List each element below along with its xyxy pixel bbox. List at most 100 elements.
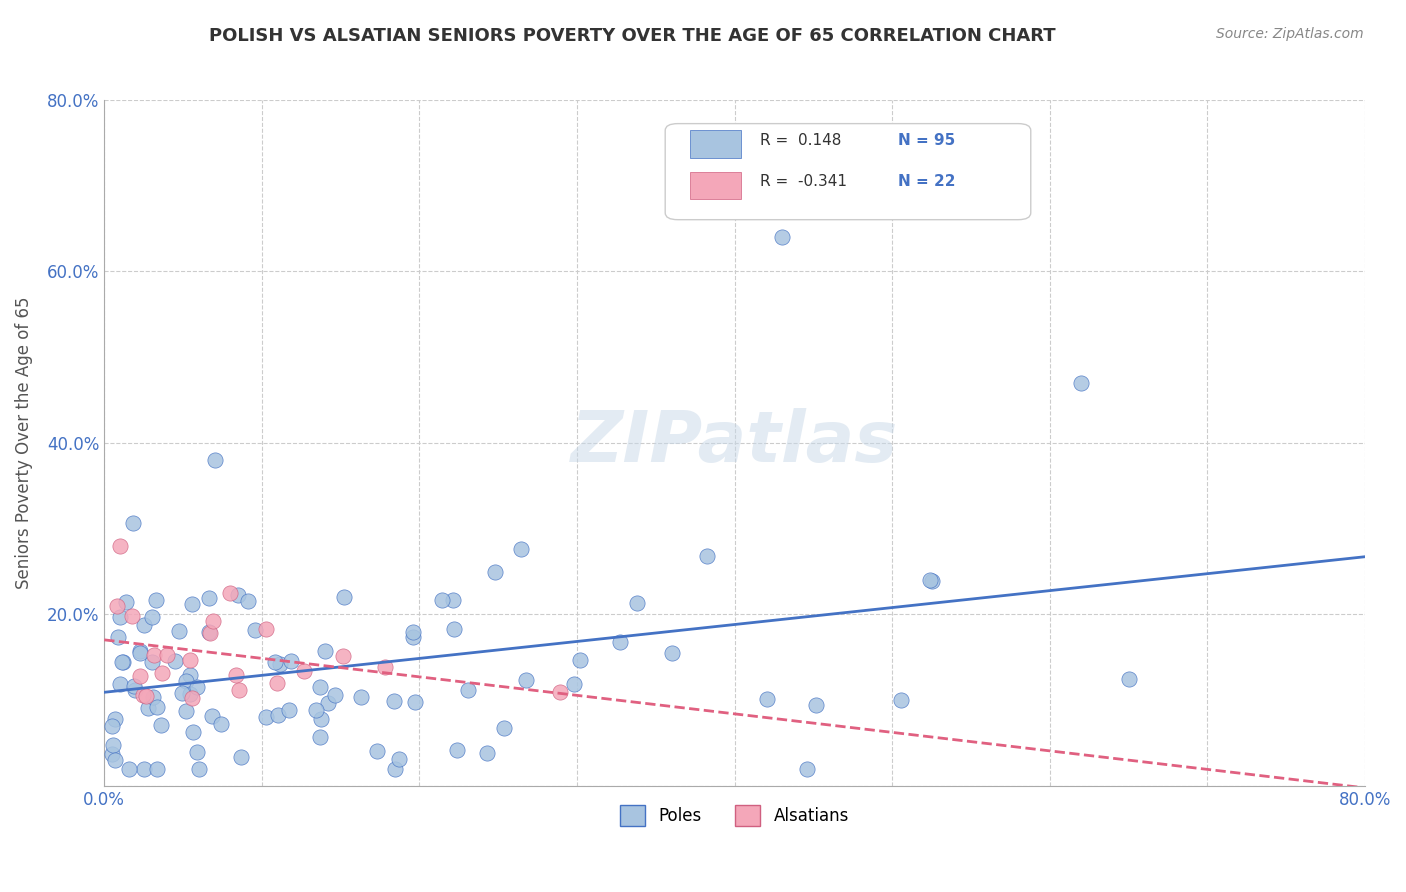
Point <box>141 655 163 669</box>
Point <box>1118 672 1140 686</box>
Point <box>254 709 277 723</box>
Point <box>441 593 464 607</box>
Point <box>548 685 571 699</box>
Point <box>492 721 515 735</box>
Text: Source: ZipAtlas.com: Source: ZipAtlas.com <box>1216 27 1364 41</box>
Point <box>457 683 479 698</box>
Point <box>181 690 204 705</box>
Point <box>201 614 224 628</box>
Point <box>796 762 818 776</box>
Point <box>198 591 221 605</box>
Point <box>314 644 336 658</box>
Point <box>124 683 146 698</box>
Point <box>146 762 169 776</box>
Point <box>921 574 943 589</box>
Point <box>186 745 208 759</box>
Point <box>181 597 204 611</box>
Text: POLISH VS ALSATIAN SENIORS POVERTY OVER THE AGE OF 65 CORRELATION CHART: POLISH VS ALSATIAN SENIORS POVERTY OVER … <box>209 27 1056 45</box>
Point <box>179 653 201 667</box>
Point <box>132 688 155 702</box>
Point <box>149 717 172 731</box>
Point <box>316 696 339 710</box>
Point <box>323 688 346 702</box>
Point <box>254 622 277 636</box>
Bar <box>690 171 741 199</box>
Point <box>108 677 131 691</box>
Text: N = 22: N = 22 <box>898 175 956 189</box>
Point <box>245 623 267 637</box>
Point <box>484 565 506 579</box>
Point <box>174 704 197 718</box>
Point <box>804 698 827 712</box>
Point <box>204 452 226 467</box>
Point <box>181 725 204 739</box>
Point <box>280 655 302 669</box>
Y-axis label: Seniors Poverty Over the Age of 65: Seniors Poverty Over the Age of 65 <box>15 296 32 589</box>
Point <box>128 644 150 658</box>
Point <box>696 549 718 563</box>
Point <box>145 593 167 607</box>
Point <box>267 707 290 722</box>
Point <box>186 680 208 694</box>
Point <box>101 747 124 761</box>
Point <box>446 743 468 757</box>
Point <box>201 709 224 723</box>
Point <box>124 679 146 693</box>
Point <box>122 516 145 531</box>
Point <box>238 594 260 608</box>
Point <box>918 573 941 587</box>
FancyBboxPatch shape <box>665 124 1031 219</box>
Point <box>108 610 131 624</box>
Point <box>225 668 247 682</box>
Point <box>333 590 356 604</box>
Point <box>402 625 425 640</box>
Point <box>278 703 301 717</box>
Point <box>269 657 291 671</box>
Point <box>108 539 131 553</box>
Point <box>128 669 150 683</box>
Point <box>172 686 194 700</box>
Point <box>350 690 373 704</box>
Point <box>308 731 330 745</box>
Point <box>231 750 253 764</box>
Point <box>121 608 143 623</box>
Point <box>515 673 537 687</box>
Point <box>264 656 287 670</box>
Point <box>167 624 190 638</box>
Point <box>142 690 165 704</box>
Point <box>115 595 138 609</box>
Point <box>661 647 683 661</box>
Point <box>138 700 160 714</box>
Point <box>188 762 211 776</box>
Point <box>890 692 912 706</box>
Point <box>311 712 333 726</box>
Point <box>111 656 134 670</box>
Point <box>209 717 232 731</box>
Point <box>266 675 288 690</box>
Point <box>104 712 127 726</box>
Point <box>179 687 201 701</box>
Point <box>129 646 152 660</box>
Point <box>309 680 332 694</box>
Text: N = 95: N = 95 <box>898 133 956 148</box>
Point <box>107 630 129 644</box>
Text: R =  0.148: R = 0.148 <box>759 133 841 148</box>
Point <box>770 230 793 244</box>
Point <box>163 655 186 669</box>
Point <box>305 703 328 717</box>
Point <box>219 586 242 600</box>
Point <box>626 597 648 611</box>
Point <box>562 677 585 691</box>
Point <box>135 690 157 704</box>
Point <box>1070 376 1092 390</box>
Bar <box>690 130 741 158</box>
Point <box>101 719 124 733</box>
Point <box>374 660 396 674</box>
Point <box>111 655 134 669</box>
Point <box>432 593 454 607</box>
Point <box>134 762 156 776</box>
Point <box>510 541 533 556</box>
Point <box>197 624 219 639</box>
Legend: Poles, Alsatians: Poles, Alsatians <box>613 798 855 832</box>
Point <box>477 746 499 760</box>
